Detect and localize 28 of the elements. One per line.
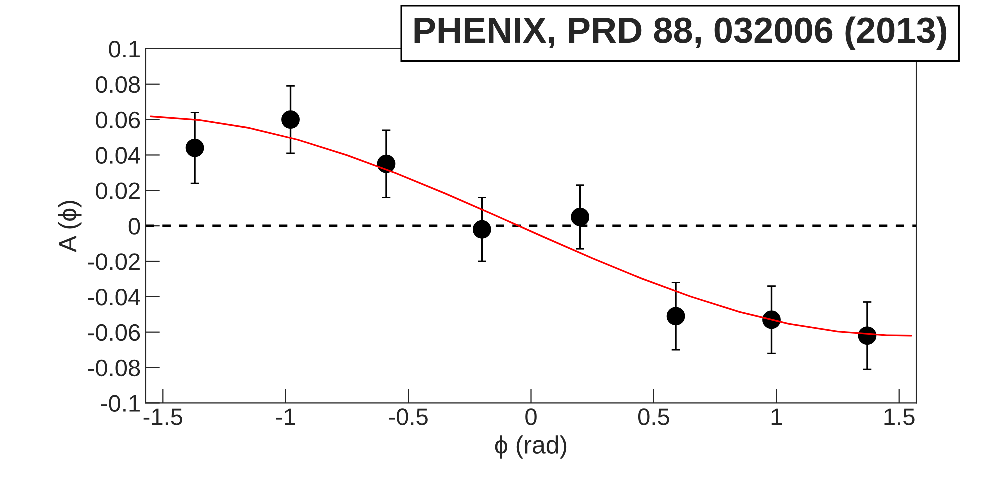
x-tick-label: -1.5 bbox=[144, 408, 183, 426]
y-tick-label: 0.06 bbox=[96, 112, 140, 129]
point bbox=[186, 138, 204, 158]
x-tick-label: 0.5 bbox=[638, 408, 670, 426]
y-tick-label: 0 bbox=[128, 218, 140, 235]
x-tick-label: 1.5 bbox=[884, 408, 915, 426]
point bbox=[472, 220, 492, 239]
y-tick-label: 0.04 bbox=[96, 147, 140, 164]
y-tick-label: 0.08 bbox=[96, 76, 140, 94]
y-tick-label: -0.04 bbox=[88, 288, 140, 306]
line-series bbox=[150, 116, 912, 337]
x-tick-label: -1 bbox=[276, 408, 296, 426]
y-tick-label: -0.1 bbox=[101, 395, 140, 412]
x-tick-label: 1 bbox=[772, 408, 782, 426]
y-tick-label: 0.02 bbox=[96, 182, 140, 200]
y-axis-title: A (ϕ) bbox=[58, 201, 82, 252]
point bbox=[282, 110, 300, 130]
x-tick-label: -0.5 bbox=[389, 408, 428, 426]
y-tick-label: -0.06 bbox=[88, 324, 140, 342]
y-tick-label: 0.1 bbox=[109, 41, 140, 58]
y-tick-label: -0.02 bbox=[88, 254, 140, 270]
x-axis-title: ϕ (rad) bbox=[495, 436, 567, 459]
y-tick-label: -0.08 bbox=[88, 360, 140, 377]
point bbox=[666, 307, 686, 326]
point bbox=[571, 208, 590, 226]
x-tick-label: 0 bbox=[526, 408, 537, 426]
point bbox=[377, 154, 396, 174]
chart-title: PHENIX, PRD 88, 032006 (2013) bbox=[414, 16, 947, 50]
